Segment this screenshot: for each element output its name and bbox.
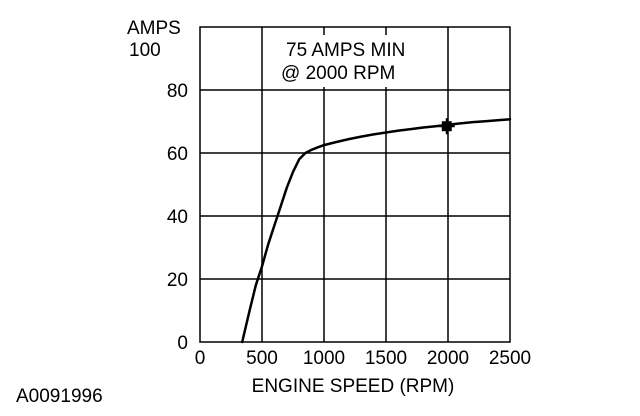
- y-tick-label-60: 60: [167, 144, 188, 165]
- y-tick-label-0: 0: [177, 333, 188, 354]
- x-tick-label-1000: 1000: [303, 348, 345, 369]
- y-tick-label-40: 40: [167, 207, 188, 228]
- series-line-amps: [240, 118, 512, 344]
- annotation-line-2: @ 2000 RPM: [281, 63, 395, 84]
- x-tick-label-2500: 2500: [489, 348, 531, 369]
- y-tick-label-80: 80: [167, 81, 188, 102]
- annotation-background: [272, 35, 444, 87]
- x-tick-label-0: 0: [195, 348, 206, 369]
- annotation-line-1: 75 AMPS MIN: [286, 40, 405, 61]
- figure-id-label: A0091996: [16, 386, 103, 407]
- x-tick-label-500: 500: [246, 348, 278, 369]
- y-axis-title: AMPS: [127, 18, 181, 39]
- y-tick-labels: 0 20 40 60 80: [167, 81, 188, 354]
- data-marker-2000-rpm: [438, 118, 455, 135]
- y-axis-top-value: 100: [129, 40, 161, 61]
- x-tick-label-1500: 1500: [365, 348, 407, 369]
- x-tick-labels: 0 500 1000 1500 2000 2500: [195, 348, 531, 369]
- y-tick-label-20: 20: [167, 270, 188, 291]
- x-axis-title: ENGINE SPEED (RPM): [252, 376, 455, 397]
- plot-frame: [199, 26, 511, 343]
- x-tick-label-2000: 2000: [427, 348, 469, 369]
